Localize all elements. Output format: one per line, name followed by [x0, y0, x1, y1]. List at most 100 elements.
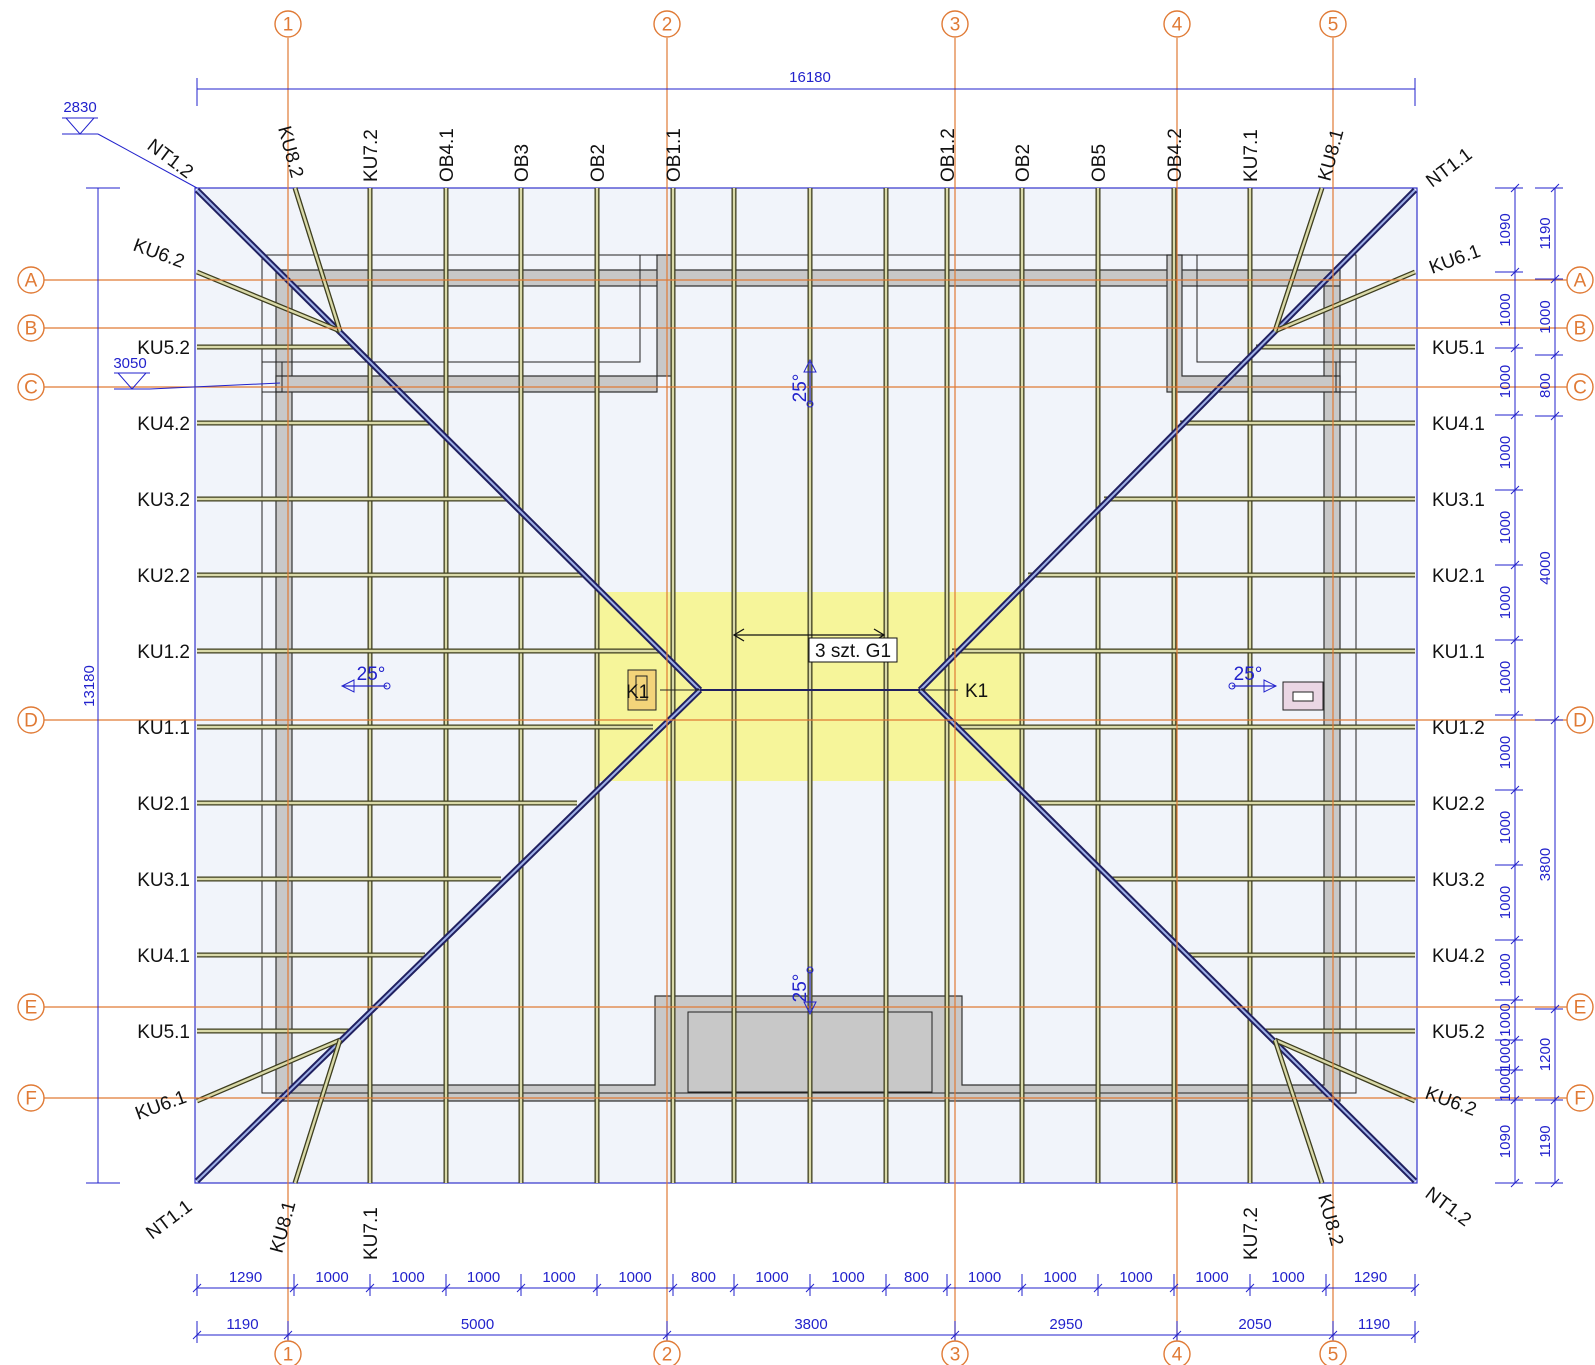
dim-text: 800	[1537, 373, 1554, 398]
dim-bottom-row-1: 1290 1000 1000 1000 1000 1000 800 1000 1000 800 10…	[192, 1269, 1420, 1296]
dim-text: 1000	[1497, 293, 1514, 326]
label-right-KU3.2: KU3.2	[1432, 870, 1485, 891]
label-top-OB2: OB2	[588, 144, 609, 182]
label-bottom-KU8.1: KU8.1	[267, 1199, 301, 1255]
grid-bubbles: 1 1 2 2 3 3 4 4 5 5 A A B B C C D D E E F F	[17, 10, 1594, 1365]
grid-bubble-label: 3	[950, 1345, 961, 1365]
grid-bubble-label: 3	[950, 15, 961, 36]
dim-text: 1000	[1119, 1269, 1152, 1286]
grid-bubble-col-4: 4	[1163, 1340, 1191, 1365]
grid-bubble-label: F	[1574, 1089, 1586, 1110]
label-nt-bottom-left: NT1.1	[142, 1196, 196, 1244]
label-left-KU4.2: KU4.2	[137, 414, 190, 435]
grid-bubble-col-2: 2	[653, 1340, 681, 1365]
grid-bubble-row-C: C	[17, 373, 45, 401]
label-bottom-KU7.1: KU7.1	[361, 1207, 382, 1260]
dim-text: 1000	[315, 1269, 348, 1286]
slope-top: 25°	[790, 358, 817, 408]
dim-text: 1290	[229, 1269, 262, 1286]
dim-text: 1000	[1497, 1038, 1514, 1071]
dim-text: 1000	[1497, 1068, 1514, 1101]
label-right-KU3.1: KU3.1	[1432, 490, 1485, 511]
dim-text: 1000	[831, 1269, 864, 1286]
dim-text: 1000	[1271, 1269, 1304, 1286]
label-right-KU5.2: KU5.2	[1432, 1022, 1485, 1043]
horizontal-rafters	[197, 344, 1415, 1034]
grid-bubble-row-A: A	[1566, 266, 1594, 294]
label-top-OB4.1: OB4.1	[437, 128, 458, 182]
grid-bubble-col-5: 5	[1319, 1340, 1347, 1365]
dim-text: 2950	[1049, 1316, 1082, 1333]
label-top-KU7.2: KU7.2	[361, 129, 382, 182]
grid-bubble-row-F: F	[1566, 1084, 1594, 1112]
hip-rafter-top-left	[194, 187, 703, 693]
dim-text: 1000	[1497, 1003, 1514, 1036]
grid-bubble-col-1: 1	[274, 1340, 302, 1365]
grid-bubble-row-A: A	[17, 266, 45, 294]
dim-text: 4000	[1537, 551, 1554, 584]
dim-text: 2050	[1238, 1316, 1271, 1333]
label-top-KU8.1: KU8.1	[1315, 127, 1349, 183]
label-top-OB2: OB2	[1013, 144, 1034, 182]
level-1-text: 2830	[63, 99, 96, 116]
grid-bubble-label: B	[1574, 319, 1587, 340]
beam-note: 3 szt. G1	[732, 628, 898, 663]
grid-bubble-col-2: 2	[653, 10, 681, 38]
dim-text: 1000	[618, 1269, 651, 1286]
grid-bubble-label: 5	[1328, 15, 1339, 36]
label-nt-bottom-right: NT1.2	[1421, 1183, 1475, 1231]
dim-text: 1000	[1497, 953, 1514, 986]
dim-text: 1000	[1195, 1269, 1228, 1286]
grid-bubble-label: F	[25, 1089, 37, 1110]
label-nt-top-right: NT1.1	[1422, 144, 1476, 192]
label-left-KU4.1: KU4.1	[137, 946, 190, 967]
dim-text: 3800	[794, 1316, 827, 1333]
label-right-KU4.1: KU4.1	[1432, 414, 1485, 435]
dim-text: 1000	[1043, 1269, 1076, 1286]
label-nt-top-left: NT1.2	[143, 135, 197, 183]
label-ku6-bottom-left: KU6.1	[133, 1087, 190, 1125]
dim-text: 1000	[1497, 811, 1514, 844]
dim-text: 1190	[1537, 217, 1554, 249]
grid-bubble-col-4: 4	[1163, 10, 1191, 38]
grid-bubble-label: 1	[283, 1345, 294, 1365]
hip-rafter-bottom-left	[194, 687, 703, 1184]
k1-label-left: K1	[626, 682, 649, 703]
grid-bubble-label: E	[1574, 998, 1587, 1019]
grid-bubble-label: 1	[283, 15, 294, 36]
level-2-text: 3050	[113, 355, 146, 372]
label-top-OB1.1: OB1.1	[664, 128, 685, 182]
grid-bubble-label: C	[24, 378, 38, 399]
dim-text: 5000	[461, 1316, 494, 1333]
slope-right-text: 25°	[1234, 664, 1263, 685]
grid-bubble-row-B: B	[17, 314, 45, 342]
label-right-KU2.2: KU2.2	[1432, 794, 1485, 815]
dim-text: 1000	[391, 1269, 424, 1286]
overall-width-text: 16180	[789, 69, 831, 86]
level-marker-1: 2830	[62, 99, 198, 189]
dim-text: 1090	[1497, 1125, 1514, 1158]
grid-bubble-label: D	[1573, 711, 1587, 732]
grid-bubble-col-5: 5	[1319, 10, 1347, 38]
label-left-KU1.2: KU1.2	[137, 642, 190, 663]
grid-bubble-row-E: E	[1566, 993, 1594, 1021]
grid-bubble-label: 4	[1172, 15, 1183, 36]
grid-bubble-label: 5	[1328, 1345, 1339, 1365]
dim-text: 1090	[1497, 213, 1514, 246]
label-right-KU1.2: KU1.2	[1432, 718, 1485, 739]
slope-bottom-text: 25°	[790, 974, 811, 1003]
grid-bubble-label: A	[25, 271, 38, 292]
dim-text: 3800	[1537, 848, 1554, 881]
label-right-KU5.1: KU5.1	[1432, 338, 1485, 359]
slope-left-text: 25°	[357, 664, 386, 685]
label-bottom-KU7.2: KU7.2	[1241, 1207, 1262, 1260]
dim-text: 800	[691, 1269, 716, 1286]
dim-text: 800	[904, 1269, 929, 1286]
dim-text: 1000	[467, 1269, 500, 1286]
grid-bubble-label: A	[1574, 271, 1587, 292]
right-dimensions: 1090100010001000100010001000100010001000…	[1495, 183, 1563, 1188]
label-top-KU7.1: KU7.1	[1241, 129, 1262, 182]
dim-text: 1000	[1497, 886, 1514, 919]
overall-height-text: 13180	[81, 665, 98, 707]
dim-text: 1000	[1537, 300, 1554, 333]
